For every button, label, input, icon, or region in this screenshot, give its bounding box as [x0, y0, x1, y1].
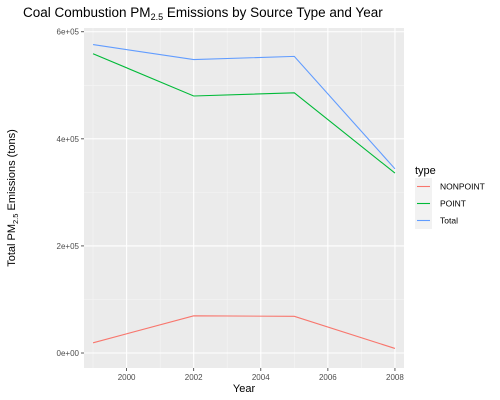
y-tick-label: 6e+05	[57, 28, 80, 37]
chart-title: Coal Combustion PM2.5 Emissions by Sourc…	[23, 5, 383, 22]
legend-label-point: POINT	[440, 199, 466, 209]
y-tick-label: 0e+00	[57, 349, 80, 358]
y-axis-title: Total PM2.5 Emissions (tons)	[6, 129, 20, 267]
x-tick-label: 2004	[252, 373, 270, 382]
legend-label-total: Total	[440, 216, 458, 226]
legend-label-nonpoint: NONPOINT	[440, 182, 485, 192]
chart-title-suffix: Emissions by Source Type and Year	[163, 5, 383, 20]
x-axis: 2000 2002 2004 2006 2008	[118, 368, 404, 382]
plot-panel	[84, 28, 404, 368]
x-tick-label: 2008	[386, 373, 404, 382]
series-line-nonpoint	[92, 315, 396, 349]
y-axis-title-suffix: Emissions (tons)	[6, 129, 18, 213]
y-axis: 0e+00 2e+05 4e+05 6e+05	[57, 28, 84, 358]
x-tick-label: 2002	[185, 373, 203, 382]
y-axis-title-prefix: Total PM	[6, 224, 18, 267]
y-tick-label: 4e+05	[57, 135, 80, 144]
chart-title-prefix: Coal Combustion PM	[23, 5, 151, 20]
series-line-point	[92, 53, 396, 174]
series-line-total	[92, 44, 396, 170]
series-lines	[92, 44, 396, 349]
grid-lines	[84, 28, 404, 368]
chart-title-subscript: 2.5	[151, 12, 164, 22]
x-tick-label: 2006	[319, 373, 337, 382]
y-axis-title-subscript: 2.5	[11, 214, 20, 224]
y-tick-label: 2e+05	[57, 242, 80, 251]
legend-title: type	[415, 165, 436, 177]
x-tick-label: 2000	[118, 373, 136, 382]
legend-items: NONPOINT POINT Total	[415, 178, 485, 229]
x-axis-title: Year	[233, 383, 256, 395]
legend: type NONPOINT POINT Total	[415, 165, 485, 229]
